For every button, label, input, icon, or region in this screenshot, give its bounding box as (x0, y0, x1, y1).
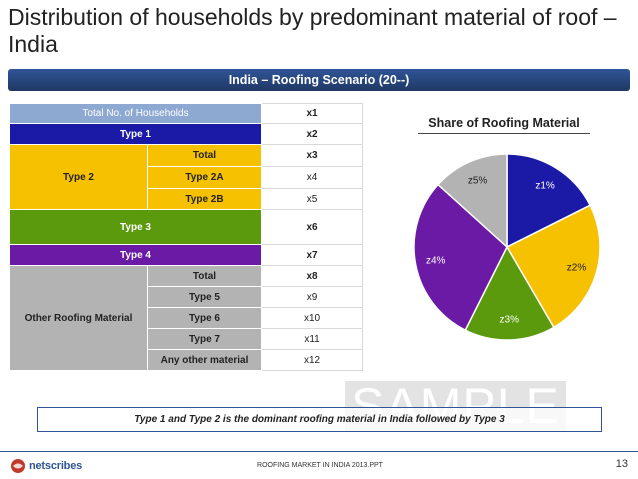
slide-title: Distribution of households by predominan… (8, 4, 617, 57)
type3-value: x6 (261, 209, 364, 245)
pie-label-4: z4% (426, 255, 446, 266)
table-row: Type 4 x7 (8, 244, 364, 266)
type7-value: x11 (261, 328, 364, 350)
type3-label: Type 3 (8, 209, 263, 245)
pie-slice-4 (413, 183, 508, 332)
any-other-material-label: Any other material (146, 349, 263, 371)
pie-slice-5 (436, 153, 508, 249)
table-row: Type 5 x9 (10, 286, 364, 308)
table-row: Any other material x12 (10, 349, 364, 371)
pie-label-1: z1% (535, 180, 555, 191)
other-material-label: Other Roofing Material (9, 265, 148, 371)
pie-slice-3 (464, 245, 555, 341)
type1-label: Type 1 (8, 123, 263, 145)
households-table: Total No. of Households x1 Type 1 x2 Typ… (8, 103, 364, 371)
pie-slice-2 (505, 204, 601, 329)
type5-label: Type 5 (146, 286, 263, 308)
table-row: Other Roofing Material Total x8 (9, 265, 364, 371)
section-banner: India – Roofing Scenario (20--) (8, 69, 630, 91)
type2b-value: x5 (261, 188, 364, 210)
pie-label-5: z5% (468, 176, 488, 187)
type1-value: x2 (261, 123, 364, 145)
summary-note: Type 1 and Type 2 is the dominant roofin… (37, 407, 602, 432)
type2b-label: Type 2B (146, 188, 263, 210)
type2a-value: x4 (261, 166, 364, 189)
type6-label: Type 6 (146, 307, 263, 329)
roofing-share-pie-chart: z1% z2% z3% z4% z5% (413, 153, 601, 341)
total-households-value: x1 (261, 103, 364, 124)
type2-total-label: Total (146, 144, 263, 167)
type5-value: x9 (261, 286, 364, 308)
table-row: Type 6 x10 (10, 307, 364, 329)
type2a-label: Type 2A (146, 166, 263, 189)
netscribes-logo: netscribes (10, 457, 82, 475)
footer-divider (0, 451, 638, 452)
table-row: Type 7 x11 (10, 328, 364, 350)
chart-title: Share of Roofing Material (418, 114, 590, 134)
footer-file-name: ROOFING MARKET IN INDIA 2013.PPT (257, 462, 383, 469)
pie-label-2: z2% (567, 263, 587, 274)
logo-text: netscribes (29, 460, 83, 472)
table-row: Type 2 Total x3 (9, 144, 364, 210)
table-row: Type 2A x4 (10, 166, 364, 189)
type7-label: Type 7 (146, 328, 263, 350)
other-total-value: x8 (261, 265, 364, 287)
type2-total-value: x3 (261, 144, 364, 167)
other-total-label: Total (146, 265, 263, 287)
type2-label: Type 2 (9, 144, 148, 210)
pie-label-3: z3% (500, 315, 520, 326)
type4-value: x7 (261, 244, 364, 266)
total-households-label: Total No. of Households (8, 103, 263, 124)
table-row: Type 1 x2 (8, 123, 364, 145)
pie-slice-1 (506, 153, 592, 249)
table-row: Type 3 x6 (8, 209, 364, 245)
logo-globe-icon (11, 459, 25, 473)
page-number: 13 (615, 458, 628, 470)
type6-value: x10 (261, 307, 364, 329)
type4-label: Type 4 (8, 244, 263, 266)
any-other-material-value: x12 (261, 349, 364, 371)
table-row: Total No. of Households x1 (8, 103, 364, 124)
